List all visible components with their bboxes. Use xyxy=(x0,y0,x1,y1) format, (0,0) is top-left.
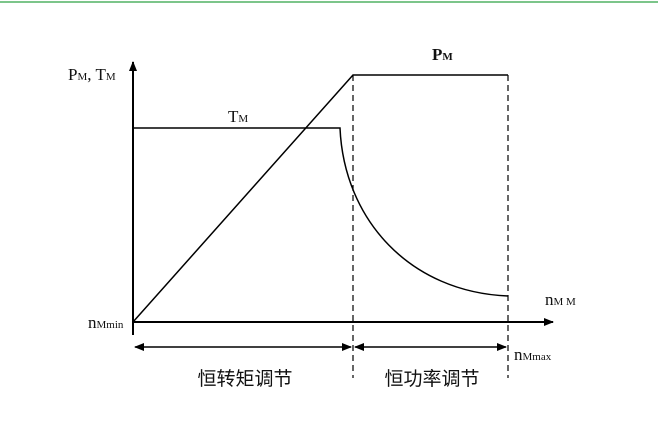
torque-label: TM xyxy=(228,107,248,126)
x-axis-label: nM M xyxy=(545,290,576,309)
power-label: PM xyxy=(432,45,453,64)
power-curve xyxy=(132,74,508,323)
torque-curve xyxy=(133,127,509,297)
y-axis-label: PM, TM xyxy=(68,65,116,84)
max-label: nMmax xyxy=(514,345,552,364)
origin-label: nMmin xyxy=(88,313,124,332)
region-label: 恒转矩调节 xyxy=(197,368,292,390)
region-label: 恒功率调节 xyxy=(384,368,479,390)
